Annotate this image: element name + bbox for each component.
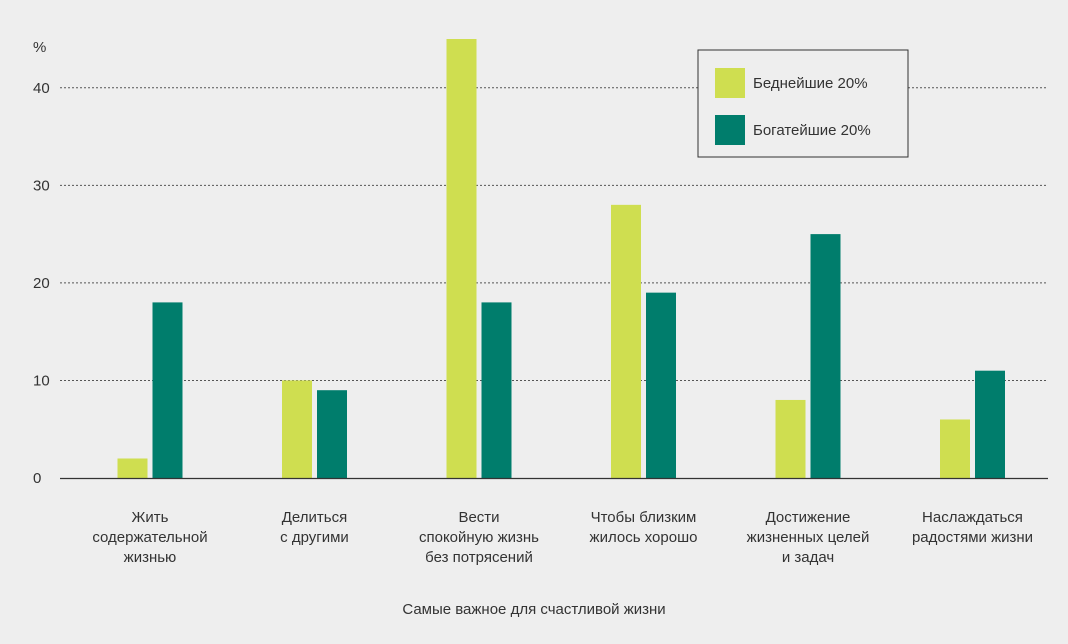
x-tick-label: Жить содержательной жизнью xyxy=(92,509,207,566)
bar-poorest xyxy=(775,399,806,478)
bar-richest xyxy=(810,234,841,478)
bar-poorest xyxy=(940,419,970,478)
legend-label: Беднейшие 20% xyxy=(753,75,868,92)
x-tick-label: Делиться с другими xyxy=(280,509,349,546)
bar-poorest xyxy=(117,458,148,478)
legend-swatch xyxy=(715,115,745,145)
bar-richest xyxy=(152,302,183,478)
bar-richest xyxy=(317,390,347,478)
x-tick-label: Наслаждаться радостями жизни xyxy=(912,509,1033,546)
axes: 0 10 20 30 40 Жить содержательной жизнью Делитьс… xyxy=(33,80,1048,566)
y-tick-label: 0 xyxy=(33,470,41,487)
legend-label: Богатейшие 20% xyxy=(753,122,871,139)
x-tick-label: Чтобы близким жилось хорошо xyxy=(590,509,698,546)
y-tick-label: 30 xyxy=(33,177,50,194)
y-tick-label: 10 xyxy=(33,372,50,389)
legend-swatch xyxy=(715,68,745,98)
y-tick-label: 40 xyxy=(33,80,50,97)
bar-richest xyxy=(646,292,676,478)
bar-poorest xyxy=(611,204,641,478)
y-tick-label: 20 xyxy=(33,275,50,292)
grid-lines xyxy=(60,87,1048,381)
y-axis-unit-label: % xyxy=(33,39,46,56)
x-tick-label: Вести спокойную жизнь без потрясений xyxy=(419,509,539,566)
bar-richest xyxy=(481,302,512,478)
bar-poorest xyxy=(446,39,477,478)
bar-richest xyxy=(975,370,1005,478)
x-axis-title: Самые важное для счастливой жизни xyxy=(402,601,665,618)
bar-poorest xyxy=(282,380,312,478)
legend: Беднейшие 20% Богатейшие 20% xyxy=(697,49,909,158)
bars xyxy=(117,39,1005,478)
x-tick-label: Достижение жизненных целей и задач xyxy=(747,509,870,566)
